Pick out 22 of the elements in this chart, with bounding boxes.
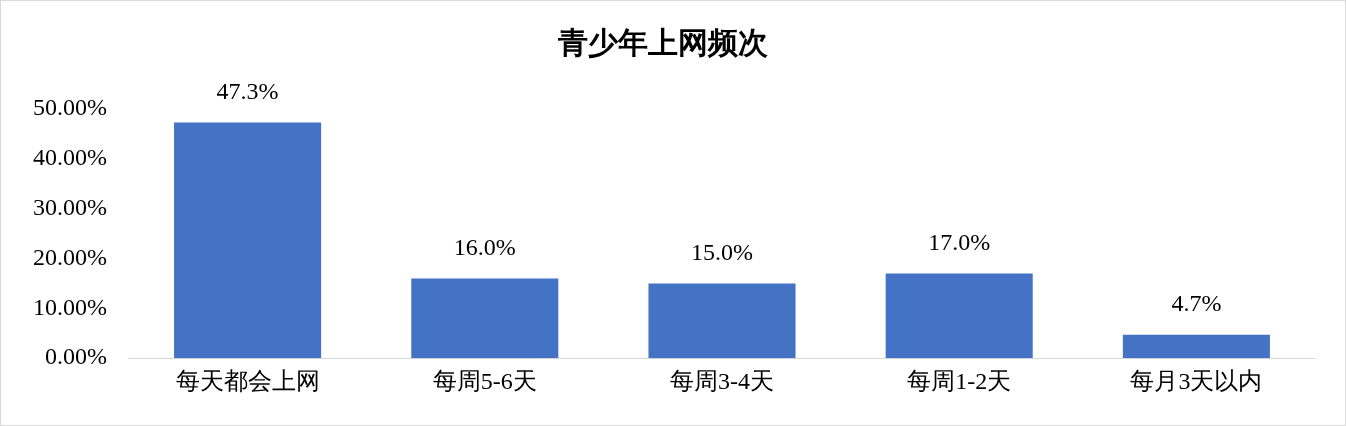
bar [174, 122, 322, 359]
chart-title: 青少年上网频次 [557, 25, 768, 59]
bar [1122, 334, 1270, 359]
y-tick-label: 30.00% [32, 193, 107, 220]
y-tick-label: 50.00% [32, 94, 107, 121]
x-tick-label: 每周3-4天 [670, 367, 774, 394]
x-tick-label: 每天都会上网 [175, 367, 320, 394]
x-tick-label: 每月3天以内 [1130, 367, 1263, 394]
y-tick-label: 20.00% [32, 243, 107, 270]
data-label: 4.7% [1171, 290, 1222, 317]
x-tick-label: 每周1-2天 [907, 367, 1012, 394]
data-label: 15.0% [691, 238, 753, 265]
bar [648, 283, 796, 359]
y-tick-label: 0.00% [44, 343, 107, 370]
data-label: 16.0% [453, 233, 516, 260]
y-tick-label: 10.00% [32, 293, 107, 320]
bar [885, 273, 1033, 359]
x-tick-label: 每周5-6天 [432, 367, 537, 394]
data-label: 47.3% [216, 77, 279, 104]
y-tick-label: 40.00% [32, 144, 107, 171]
bar [411, 278, 559, 359]
data-label: 17.0% [928, 228, 991, 255]
